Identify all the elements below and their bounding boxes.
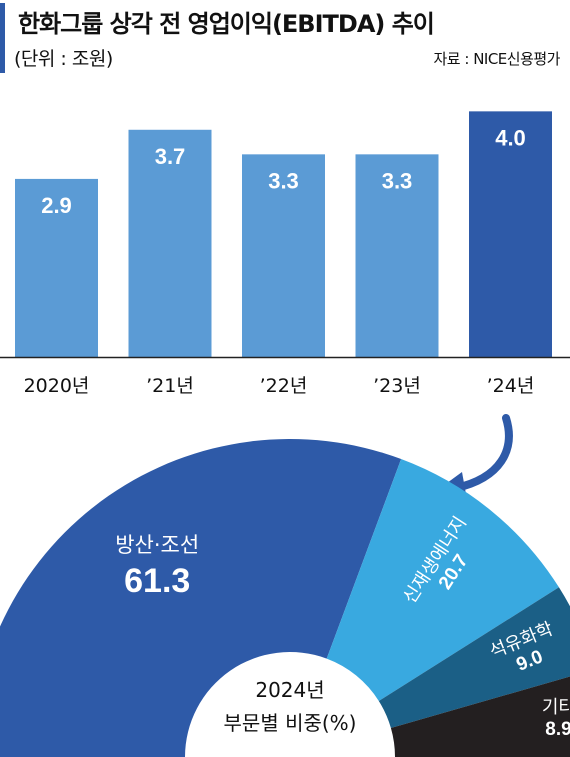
bar-value-label: 3.3 — [268, 168, 299, 193]
arrow-shaft — [456, 418, 509, 488]
x-tick-label: ’24년 — [487, 375, 535, 397]
x-tick-label: 2020년 — [24, 375, 90, 397]
donut-center-label: 2024년 — [255, 678, 324, 702]
bar-value-label: 4.0 — [495, 125, 526, 150]
slice-name-label: 기타 — [542, 697, 570, 718]
bar-value-label: 2.9 — [41, 193, 72, 218]
donut-center-label: 부문별 비중(%) — [224, 711, 357, 735]
bar-value-label: 3.7 — [155, 144, 186, 169]
x-tick-label: ’22년 — [260, 375, 308, 397]
x-tick-label: ’23년 — [373, 375, 421, 397]
slice-value-label: 8.9 — [545, 719, 570, 740]
slice-name-label: 방산·조선 — [115, 533, 199, 557]
slice-label-group: 방산·조선 61.3 — [115, 533, 199, 600]
slice-label-group: 기타8.9 — [542, 697, 570, 740]
x-tick-label: ’21년 — [146, 375, 194, 397]
slice-value-label: 61.3 — [124, 562, 190, 600]
donut-slice — [0, 439, 401, 757]
bar-value-label: 3.3 — [382, 168, 413, 193]
